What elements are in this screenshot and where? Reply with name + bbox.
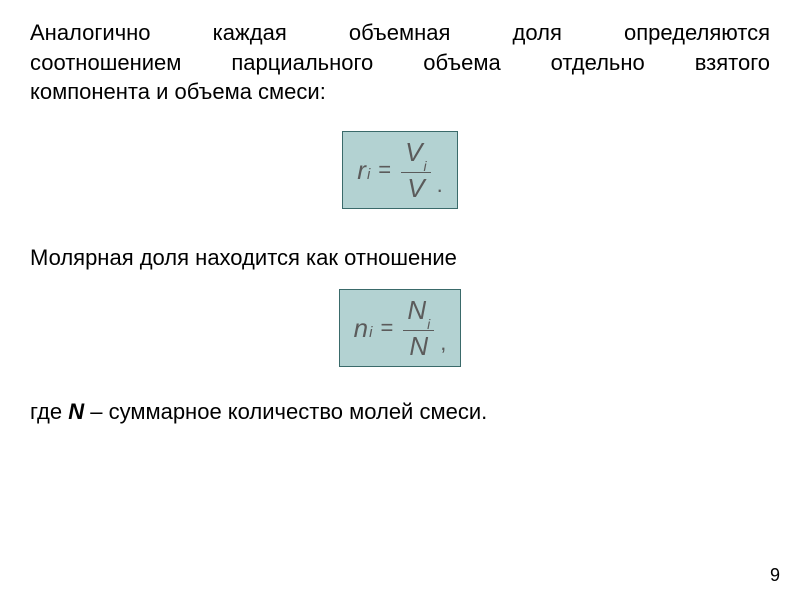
f2-equals: = xyxy=(380,315,393,341)
f1-lhs-var: r xyxy=(357,155,366,186)
f1-lhs-sub: i xyxy=(367,166,370,183)
f2-lhs-sub: i xyxy=(369,324,372,341)
f1-num: Vi xyxy=(401,138,430,171)
f2-fraction: Ni N xyxy=(403,296,434,360)
p3-suffix: – суммарное количество молей смеси. xyxy=(84,399,487,424)
f2-num-sub: i xyxy=(427,316,430,332)
f2-num-var: N xyxy=(407,295,426,325)
p1-line1: Аналогично каждая объемная доля определя… xyxy=(30,18,770,48)
p3-var: N xyxy=(68,399,84,424)
f1-equals: = xyxy=(378,157,391,183)
f2-num: Ni xyxy=(403,296,434,329)
formula-1-box: ri = Vi V . xyxy=(342,131,457,209)
formula-2-box: ni = Ni N , xyxy=(339,289,462,367)
p1-line3: компонента и объема смеси: xyxy=(30,77,770,107)
f1-num-sub: i xyxy=(423,158,426,174)
paragraph-1: Аналогично каждая объемная доля определя… xyxy=(30,18,770,107)
f1-fraction: Vi V xyxy=(401,138,430,202)
f2-den: N xyxy=(405,332,432,361)
formula-2-wrap: ni = Ni N , xyxy=(30,289,770,367)
f2-lhs-var: n xyxy=(354,313,368,344)
p3-prefix: где xyxy=(30,399,68,424)
f1-den: V xyxy=(403,174,428,203)
f2-tail: , xyxy=(440,330,446,360)
f1-tail: . xyxy=(437,172,443,202)
paragraph-3: где N – суммарное количество молей смеси… xyxy=(30,397,770,427)
paragraph-2: Молярная доля находится как отношение xyxy=(30,243,770,273)
f1-num-var: V xyxy=(405,137,422,167)
formula-1-wrap: ri = Vi V . xyxy=(30,131,770,209)
p1-line2: соотношением парциального объема отдельн… xyxy=(30,48,770,78)
slide: Аналогично каждая объемная доля определя… xyxy=(0,0,800,600)
page-number: 9 xyxy=(770,565,780,586)
